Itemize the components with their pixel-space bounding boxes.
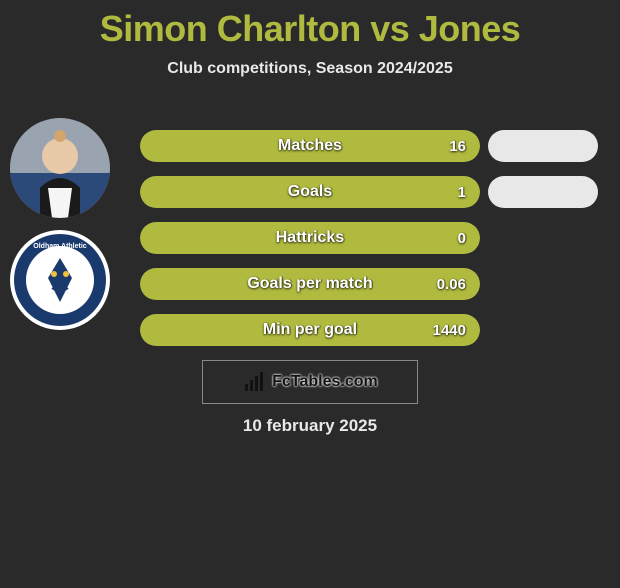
stat-bar: Goals 1 — [140, 176, 480, 208]
stat-label: Matches — [278, 137, 342, 155]
comparison-pills — [488, 130, 598, 360]
stat-bar: Min per goal 1440 — [140, 314, 480, 346]
stat-bar: Matches 16 — [140, 130, 480, 162]
stat-label: Goals — [288, 183, 332, 201]
stat-label: Hattricks — [276, 229, 344, 247]
stat-value: 1 — [458, 184, 466, 201]
stat-label: Min per goal — [263, 321, 357, 339]
brand-label: FcTables.com — [272, 373, 378, 391]
comparison-pill — [488, 130, 598, 162]
stat-bar: Goals per match 0.06 — [140, 268, 480, 300]
date-label: 10 february 2025 — [0, 416, 620, 436]
svg-text:Oldham Athletic: Oldham Athletic — [33, 243, 87, 250]
brand-box[interactable]: FcTables.com — [202, 360, 418, 404]
comparison-pill — [488, 176, 598, 208]
stat-bar: Hattricks 0 — [140, 222, 480, 254]
avatar-column: Oldham Athletic — [10, 118, 110, 342]
stat-value: 0.06 — [437, 276, 466, 293]
stat-value: 0 — [458, 230, 466, 247]
page-title: Simon Charlton vs Jones — [0, 8, 620, 50]
player1-avatar — [10, 118, 110, 218]
club-badge: Oldham Athletic — [10, 230, 110, 330]
stat-label: Goals per match — [247, 275, 372, 293]
stat-value: 1440 — [433, 322, 466, 339]
page-subtitle: Club competitions, Season 2024/2025 — [0, 60, 620, 78]
stat-value: 16 — [449, 138, 466, 155]
stats-bars: Matches 16 Goals 1 Hattricks 0 Goals per match… — [140, 130, 480, 360]
chart-icon — [242, 370, 266, 394]
